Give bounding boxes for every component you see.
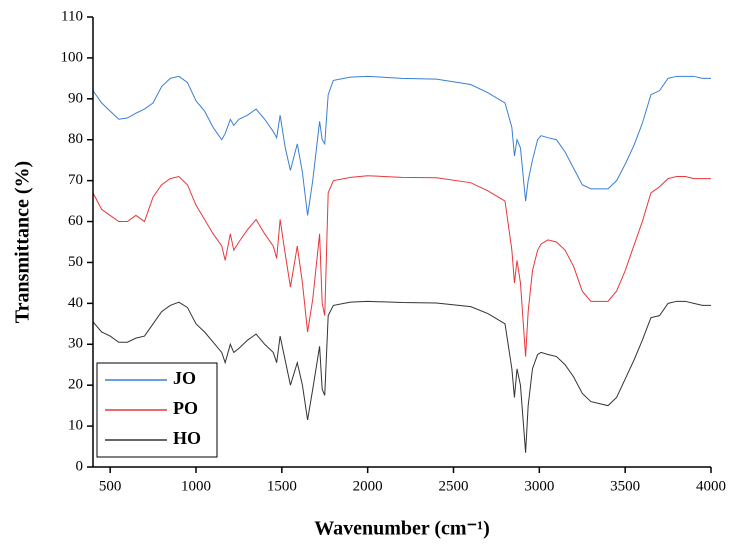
x-tick-label: 1500 — [267, 478, 297, 494]
series-line — [92, 175, 711, 357]
y-tick-label: 90 — [68, 90, 83, 106]
series-line — [92, 75, 711, 216]
x-axis-title: Wavenumber (cm⁻¹) — [314, 518, 490, 540]
y-tick-label: 10 — [68, 418, 83, 434]
y-tick-label: 40 — [68, 295, 83, 311]
y-tick-label: 0 — [76, 458, 84, 474]
x-tick-label: 500 — [99, 478, 122, 494]
legend-label: JO — [173, 368, 196, 388]
y-tick-label: 20 — [68, 377, 83, 393]
y-tick-label: 110 — [61, 8, 83, 24]
y-tick-label: 70 — [68, 172, 83, 188]
x-tick-label: 3000 — [524, 478, 554, 494]
y-tick-label: 30 — [68, 336, 83, 352]
x-tick-label: 4000 — [696, 478, 726, 494]
y-tick-label: 100 — [61, 49, 84, 65]
x-tick-label: 3500 — [610, 478, 640, 494]
y-axis-title: Transmittance (%) — [12, 161, 34, 323]
y-tick-label: 60 — [68, 213, 83, 229]
series-line — [92, 300, 711, 453]
x-tick-label: 2000 — [353, 478, 383, 494]
legend-label: PO — [173, 398, 198, 418]
y-tick-label: 50 — [68, 254, 83, 270]
x-tick-label: 1000 — [181, 478, 211, 494]
y-tick-label: 80 — [68, 131, 83, 147]
legend-label: HO — [173, 428, 201, 448]
x-tick-label: 2500 — [439, 478, 469, 494]
